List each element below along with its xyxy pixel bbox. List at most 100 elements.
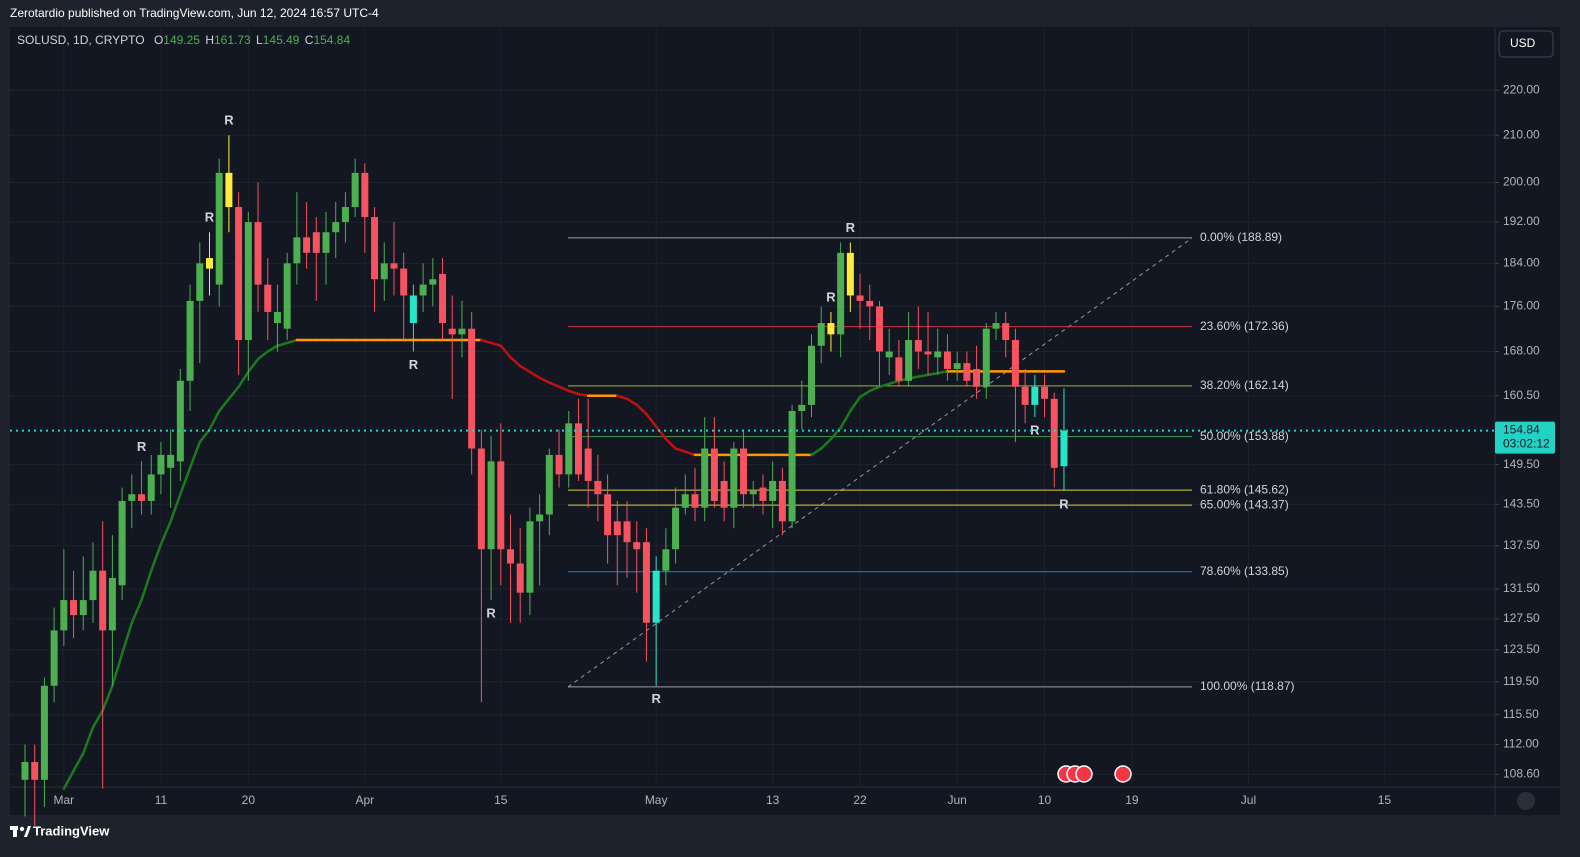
symbol: SOLUSD, 1D, CRYPTO [17,33,145,47]
signal-label: R [846,220,856,235]
candle-body [176,380,184,462]
ma-segment [140,569,153,602]
ma-segment [917,373,930,378]
ma-segment [208,409,221,431]
candle-body [846,252,854,296]
time-axis [10,787,1495,815]
candle-body [973,368,981,387]
y-tick-label: 184.00 [1503,255,1540,269]
candle-body [507,549,514,564]
ma-segment [858,389,872,399]
ma-segment [538,376,551,384]
ma-segment [645,412,658,428]
currency-button[interactable] [1498,30,1554,58]
x-tick-label: Jul [1241,793,1256,807]
candle-body [672,507,680,550]
ma-segment [625,397,638,407]
ma-segment [849,395,862,413]
x-tick-label: 19 [1125,793,1139,807]
price-tag-value: 154.84 [1503,423,1540,437]
ma-segment [480,338,493,345]
candle-body [837,252,845,335]
ma-segment [528,370,541,380]
candle-body [778,480,786,522]
candle-body [1002,323,1010,341]
ma-segment [489,341,503,348]
ohlc-value: 149.25 [163,33,200,47]
candle-body [720,480,728,508]
x-tick-label: Jun [947,793,966,807]
fib-label: 61.80% (145.62) [1200,482,1289,496]
fib-label: 23.60% (172.36) [1200,319,1289,333]
fib-label: 100.00% (118.87) [1200,679,1295,693]
y-tick-label: 123.50 [1503,642,1540,656]
candle-body [264,284,272,312]
candle-body [1021,386,1029,405]
candle-body [769,480,777,501]
candle-body [759,487,767,501]
candle-body [827,323,835,335]
ma-segment [256,350,269,361]
signal-label: R [486,606,496,621]
marks: 0.00% (188.89) 23.60% (172.36) 38.20% (162… [10,113,1555,826]
candle-body [730,448,738,508]
y-tick-label: 131.50 [1503,581,1540,595]
candle-body [924,351,932,355]
candle-body [439,273,447,324]
x-tick-label: 22 [853,793,867,807]
candle-body [429,279,437,285]
candle-body [31,762,39,780]
candle-body [817,323,825,346]
grid: 220.00 210.00 200.00 192.00 184.00 176.00 168.… [10,27,1540,807]
candle-body [89,570,97,601]
ma-segment [120,621,134,655]
candle-body [273,311,281,324]
y-tick-label: 137.50 [1503,538,1540,552]
fib-label: 78.60% (133.85) [1200,564,1289,578]
currency[interactable]: USD [1510,36,1536,50]
ma-segment [499,344,512,359]
candle-body [866,300,874,307]
x-tick-label: Mar [54,793,75,807]
candle-body [99,570,107,631]
y-tick-label: 200.00 [1503,175,1540,189]
ma-segment [868,385,881,393]
auto-scale-button[interactable] [1517,792,1535,810]
candle-body [633,542,641,550]
candle-body [60,600,68,631]
candle-body [914,340,922,352]
x-tick-label: 11 [155,793,168,807]
candle-body [701,448,709,508]
ohlc-label: H [205,33,214,47]
candle-body [283,263,291,329]
candle-body [1060,430,1068,467]
candle-body [808,345,816,405]
fib-label: 38.20% (162.14) [1200,378,1289,392]
candle-body [118,500,126,586]
candle-body [380,263,388,280]
ma-segment [188,440,202,470]
candle-body [477,448,485,550]
price-axis [1495,27,1560,815]
candle-body [205,258,213,269]
candle-body [681,494,689,508]
ohlc-value: 154.84 [313,33,350,47]
candle-body [992,323,1000,329]
candle-body [497,461,505,550]
y-tick-label: 119.50 [1503,674,1539,688]
ma-segment [179,466,192,496]
ma-segment [654,425,668,441]
candle-body [293,237,301,264]
candle-body [312,232,320,253]
candle-body [419,284,427,296]
event-icons [1057,765,1132,783]
x-tick-label: 13 [766,793,780,807]
candle-body [594,480,602,495]
price-tag [1495,421,1555,454]
candle-body [895,357,903,381]
y-tick-label: 143.50 [1503,496,1540,510]
candle-body [788,410,796,522]
candle-body [662,549,670,571]
candle-body [613,521,621,536]
